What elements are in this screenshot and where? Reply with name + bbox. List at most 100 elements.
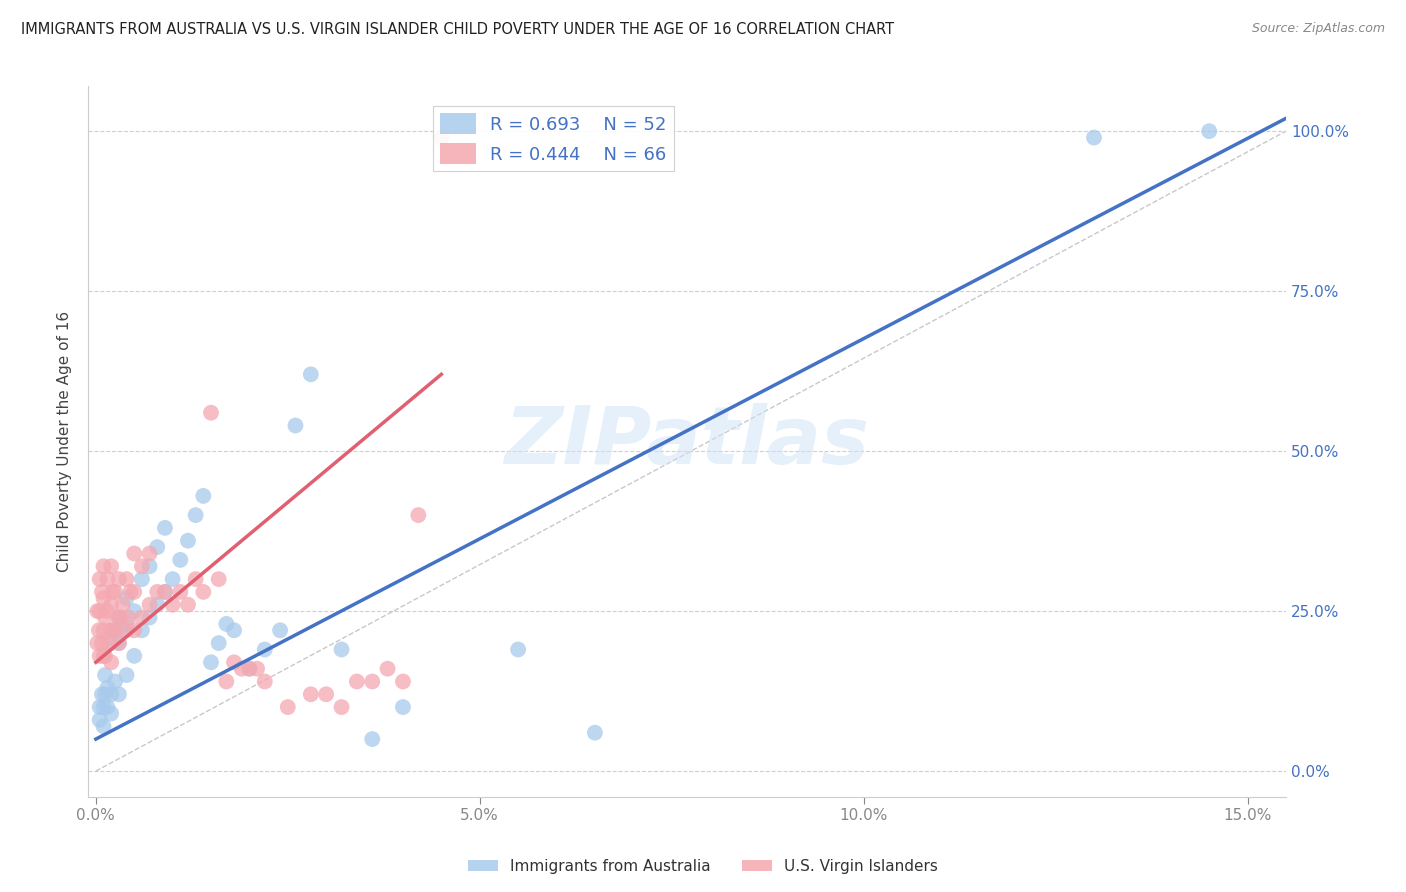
Point xyxy=(146,585,169,599)
Point xyxy=(115,591,138,606)
Point xyxy=(392,674,415,689)
Point xyxy=(100,598,122,612)
Point xyxy=(138,598,160,612)
Point xyxy=(115,624,138,638)
Point xyxy=(508,642,530,657)
Point xyxy=(208,636,231,650)
Point xyxy=(120,585,142,599)
Point xyxy=(104,624,127,638)
Point xyxy=(253,642,276,657)
Point xyxy=(200,655,222,669)
Point xyxy=(330,642,353,657)
Point xyxy=(96,572,118,586)
Point xyxy=(108,636,131,650)
Point xyxy=(108,610,131,624)
Point xyxy=(96,636,118,650)
Point xyxy=(361,732,384,747)
Point xyxy=(100,624,122,638)
Point xyxy=(101,585,124,599)
Point xyxy=(122,648,145,663)
Point xyxy=(131,559,153,574)
Point xyxy=(93,719,115,733)
Point xyxy=(193,489,215,503)
Point xyxy=(208,572,231,586)
Point xyxy=(408,508,430,522)
Point xyxy=(222,624,245,638)
Point xyxy=(200,406,222,420)
Point xyxy=(115,572,138,586)
Point xyxy=(299,687,322,701)
Point xyxy=(89,572,111,586)
Point xyxy=(238,662,260,676)
Point xyxy=(93,648,115,663)
Point xyxy=(299,368,322,382)
Point xyxy=(215,616,238,631)
Point xyxy=(100,706,122,721)
Point xyxy=(104,585,127,599)
Point xyxy=(284,418,307,433)
Point xyxy=(153,585,176,599)
Point xyxy=(346,674,368,689)
Point xyxy=(583,725,606,739)
Point xyxy=(146,598,169,612)
Point xyxy=(86,636,108,650)
Point xyxy=(222,655,245,669)
Y-axis label: Child Poverty Under the Age of 16: Child Poverty Under the Age of 16 xyxy=(58,311,72,572)
Point xyxy=(177,598,200,612)
Point xyxy=(1198,124,1220,138)
Point xyxy=(93,700,115,714)
Point xyxy=(91,687,114,701)
Point xyxy=(104,674,127,689)
Point xyxy=(238,662,260,676)
Point xyxy=(108,636,131,650)
Point xyxy=(169,585,191,599)
Point xyxy=(89,648,111,663)
Point xyxy=(253,674,276,689)
Point xyxy=(100,636,122,650)
Point xyxy=(94,668,117,682)
Point xyxy=(153,585,176,599)
Point xyxy=(131,610,153,624)
Point xyxy=(1083,130,1105,145)
Point xyxy=(101,624,124,638)
Point xyxy=(122,624,145,638)
Point xyxy=(87,624,110,638)
Point xyxy=(122,585,145,599)
Point xyxy=(131,624,153,638)
Point xyxy=(269,624,291,638)
Point xyxy=(104,624,127,638)
Point xyxy=(111,624,134,638)
Point xyxy=(96,681,118,695)
Point xyxy=(392,700,415,714)
Point xyxy=(110,610,132,624)
Text: ZIPatlas: ZIPatlas xyxy=(505,402,869,481)
Point xyxy=(117,610,139,624)
Text: IMMIGRANTS FROM AUSTRALIA VS U.S. VIRGIN ISLANDER CHILD POVERTY UNDER THE AGE OF: IMMIGRANTS FROM AUSTRALIA VS U.S. VIRGIN… xyxy=(21,22,894,37)
Point xyxy=(93,591,115,606)
Point xyxy=(94,610,117,624)
Point xyxy=(94,687,117,701)
Point xyxy=(89,604,111,618)
Point xyxy=(184,572,207,586)
Point xyxy=(108,687,131,701)
Point xyxy=(231,662,253,676)
Point xyxy=(377,662,399,676)
Point xyxy=(315,687,337,701)
Point xyxy=(146,540,169,554)
Point xyxy=(91,636,114,650)
Point xyxy=(108,610,131,624)
Point xyxy=(94,648,117,663)
Text: Source: ZipAtlas.com: Source: ZipAtlas.com xyxy=(1251,22,1385,36)
Point xyxy=(115,668,138,682)
Point xyxy=(277,700,299,714)
Point xyxy=(177,533,200,548)
Legend: R = 0.693    N = 52, R = 0.444    N = 66: R = 0.693 N = 52, R = 0.444 N = 66 xyxy=(433,106,673,171)
Point xyxy=(138,610,160,624)
Point xyxy=(169,553,191,567)
Point xyxy=(162,572,184,586)
Point xyxy=(89,700,111,714)
Point xyxy=(100,559,122,574)
Point xyxy=(111,598,134,612)
Point xyxy=(138,559,160,574)
Point xyxy=(93,559,115,574)
